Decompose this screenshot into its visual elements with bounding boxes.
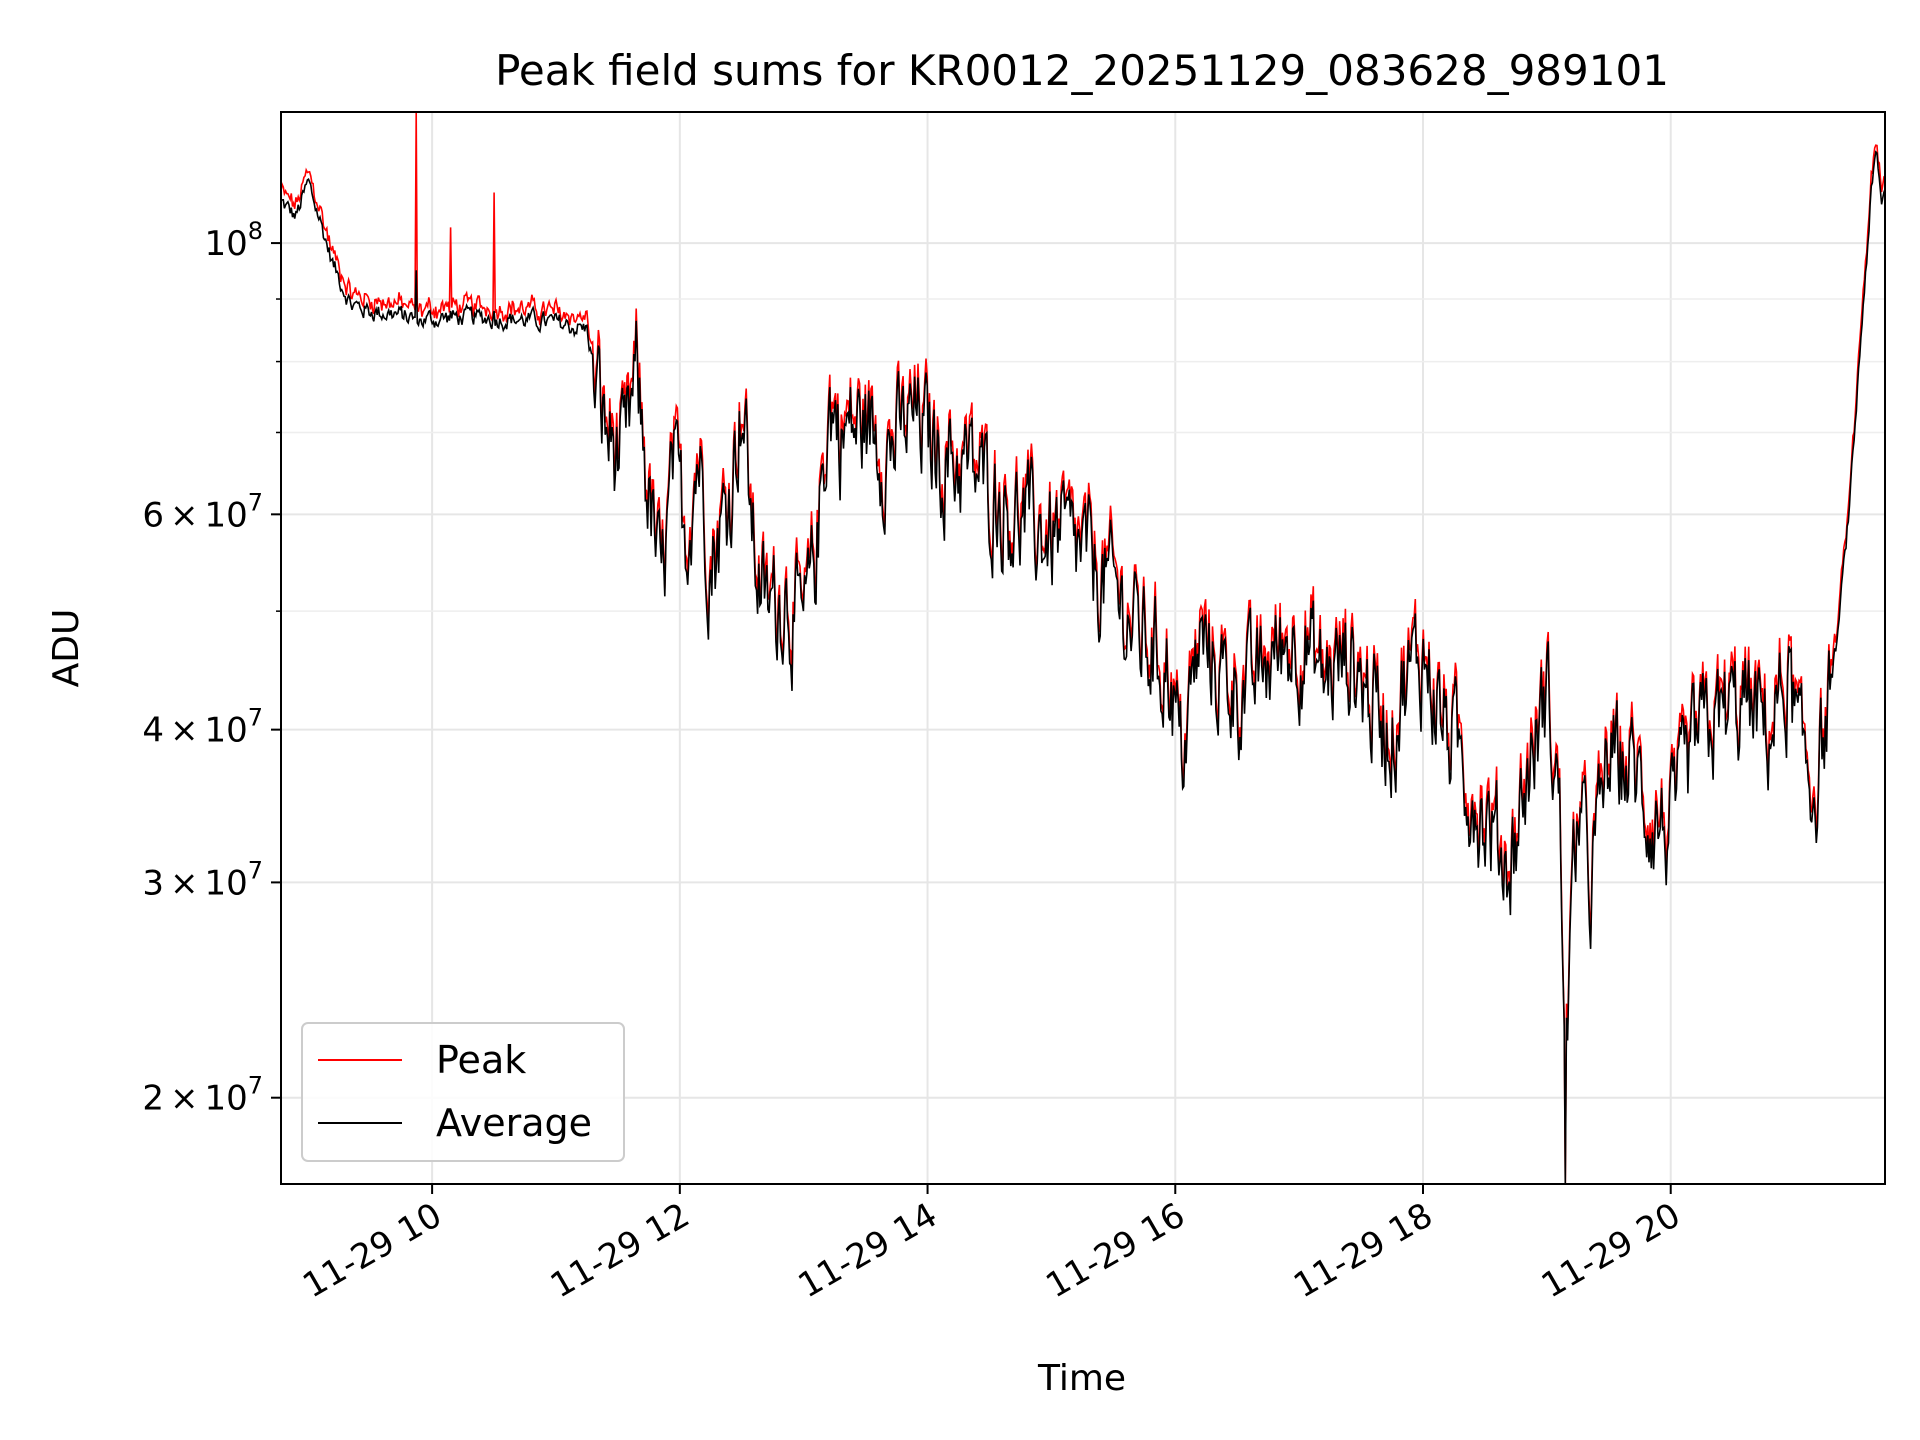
y-tick-label: 6 × 107: [142, 488, 263, 535]
legend-box: [301, 1022, 625, 1162]
legend-peak-label: Peak: [436, 1038, 526, 1082]
plot-frame: [280, 111, 1886, 1185]
y-tick-label: 3 × 107: [142, 856, 263, 903]
y-tick-label: 4 × 107: [142, 704, 263, 751]
y-tick-label: 2 × 107: [142, 1072, 263, 1119]
chart-title: Peak field sums for KR0012_20251129_0836…: [495, 46, 1669, 95]
legend: Peak Average: [301, 1022, 625, 1162]
series-area: [280, 111, 1886, 1185]
y-axis: 108 6 × 107 4 × 107 3 × 107 2 × 107: [142, 217, 281, 1119]
grid: [281, 112, 1885, 1184]
x-axis-label: Time: [1037, 1358, 1126, 1399]
legend-average-label: Average: [436, 1101, 592, 1145]
series-average-line: [280, 150, 1886, 1185]
y-axis-label: ADU: [46, 609, 87, 688]
y-tick-label: 108: [204, 217, 263, 264]
